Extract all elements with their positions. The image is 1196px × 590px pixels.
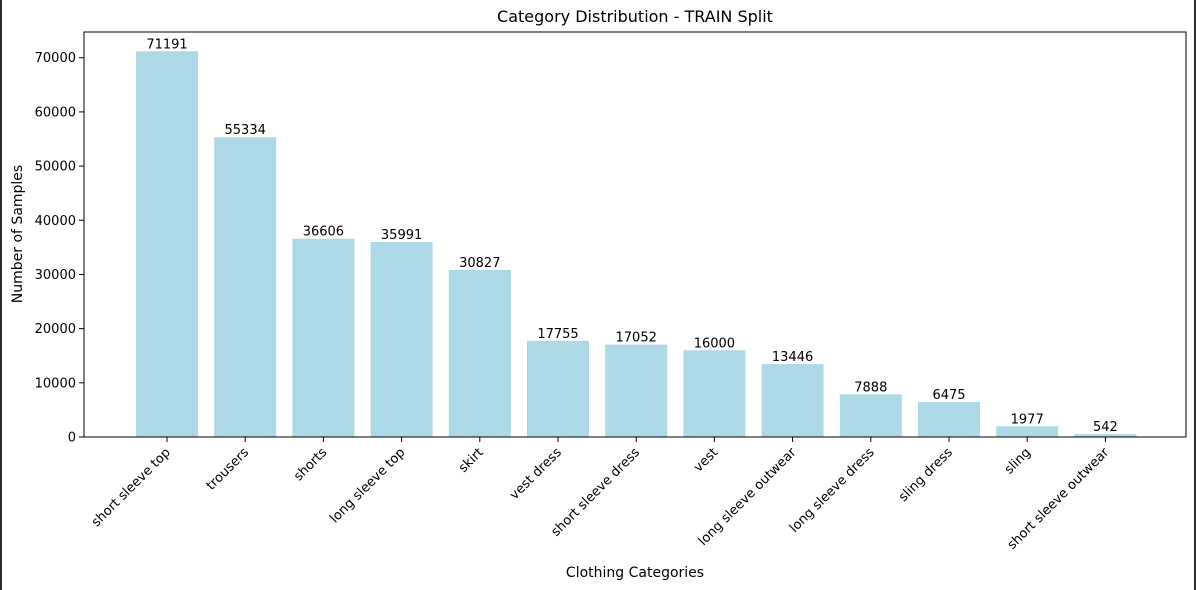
bar	[292, 238, 355, 437]
y-tick-label: 20000	[35, 322, 76, 337]
bar-value-label: 30827	[459, 256, 500, 271]
bar	[839, 394, 902, 437]
bar	[370, 241, 433, 437]
y-tick-label: 30000	[35, 268, 76, 283]
y-tick-label: 50000	[35, 160, 76, 175]
bar-value-label: 16000	[694, 336, 735, 351]
x-tick-label: short sleeve top	[89, 445, 174, 530]
bar-value-label: 71191	[146, 37, 187, 52]
x-tick-label: vest	[691, 445, 721, 475]
bar	[761, 364, 824, 437]
x-tick-label: sling dress	[896, 445, 956, 505]
bars-group: 71191 55334 36606 35991 30827 17755 17052 16000…	[136, 37, 1137, 438]
x-tick-label: vest dress	[507, 445, 565, 503]
bar-value-label: 17052	[616, 331, 657, 346]
y-tick-label: 0	[68, 431, 76, 446]
x-tick-label: long sleeve dress	[787, 445, 878, 536]
x-tick-label: trousers	[204, 445, 252, 493]
bar	[136, 51, 198, 438]
x-tick-label: shorts	[291, 445, 330, 484]
bar-value-label: 6475	[932, 388, 965, 403]
bar-value-label: 1977	[1011, 412, 1044, 427]
bar-value-label: 542	[1093, 420, 1118, 435]
x-tick-label: skirt	[456, 445, 487, 476]
bar-value-label: 7888	[854, 380, 887, 395]
plot-area-frame	[83, 31, 1187, 438]
y-tick-label: 40000	[35, 214, 76, 229]
bar-value-label: 55334	[225, 123, 266, 138]
bar-value-label: 36606	[303, 225, 344, 240]
y-axis: 0 10000 20000 30000 40000 50000 60000 70000	[35, 51, 84, 446]
bar	[605, 344, 668, 437]
bar	[527, 340, 589, 437]
bar	[214, 137, 277, 437]
bar-value-label: 35991	[381, 228, 422, 243]
bar	[918, 401, 980, 437]
y-tick-label: 60000	[35, 105, 76, 120]
x-axis-title: Clothing Categories	[566, 565, 704, 581]
chart-title: Category Distribution - TRAIN Split	[497, 7, 773, 26]
y-tick-label: 70000	[35, 51, 76, 66]
y-tick-label: 10000	[35, 376, 76, 391]
bar	[448, 269, 511, 437]
x-tick-label: long sleeve top	[327, 445, 408, 526]
bar	[1074, 434, 1137, 437]
bar	[996, 426, 1059, 437]
bar-value-label: 13446	[772, 350, 813, 365]
bar-value-label: 17755	[537, 327, 578, 342]
x-tick-label: sling	[1002, 445, 1034, 477]
bar	[683, 350, 746, 437]
x-tick-label: short sleeve dress	[549, 445, 644, 540]
y-axis-title: Number of Samples	[10, 165, 26, 303]
